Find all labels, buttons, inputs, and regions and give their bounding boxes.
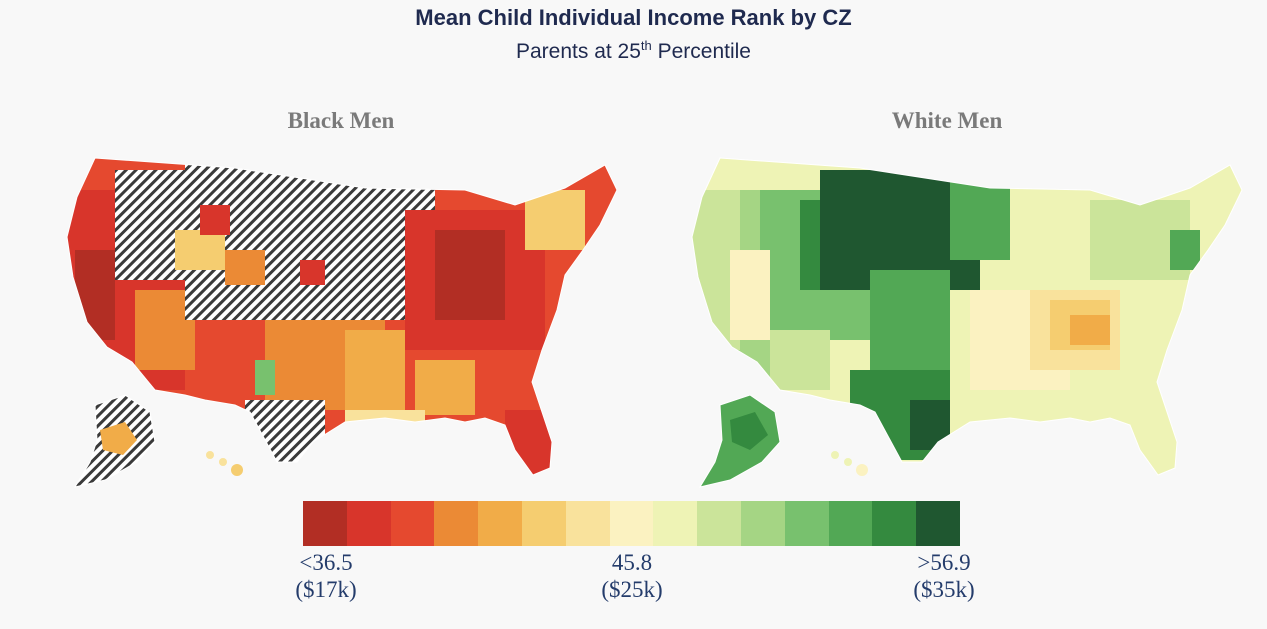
legend-swatch-8	[653, 501, 698, 546]
white-men-hawaii	[831, 451, 868, 476]
legend-swatch-11	[784, 501, 829, 546]
legend-swatch-7	[609, 501, 654, 546]
legend-swatch-6	[565, 501, 610, 546]
map-white-men	[691, 157, 1243, 488]
legend-swatch-5	[521, 501, 566, 546]
legend-mid-value: 45.8	[611, 550, 653, 575]
chart-title: Mean Child Individual Income Rank by CZ	[415, 5, 852, 30]
legend-mid-dollars: ($25k)	[601, 577, 663, 602]
chart-subtitle: Parents at 25th Percentile	[0, 33, 1267, 65]
legend-swatch-4	[478, 501, 522, 546]
legend-swatch-0	[303, 501, 347, 546]
black-men-cz-regions	[67, 158, 617, 475]
legend-swatch-10	[740, 501, 785, 546]
subtitle-superscript: th	[640, 38, 652, 53]
subtitle-rest: Percentile	[651, 40, 751, 63]
panel-title-white-men: White Men	[891, 108, 1003, 133]
legend-high-value: >56.9	[917, 550, 971, 575]
white-men-alaska-region	[730, 412, 768, 450]
black-men-alaska-region	[100, 422, 137, 455]
legend-swatch-3	[434, 501, 479, 546]
legend-low-value: <36.5	[299, 550, 353, 575]
legend-swatch-12	[828, 501, 873, 546]
legend-label-mid: 45.8 ($25k)	[562, 549, 702, 603]
legend-label-high: >56.9 ($35k)	[874, 549, 1014, 603]
legend-swatch-14	[916, 501, 960, 546]
subtitle-main: Parents at 25	[516, 40, 641, 63]
legend-label-low: <36.5 ($17k)	[256, 549, 396, 603]
black-men-us-outline	[66, 157, 618, 476]
legend-high-dollars: ($35k)	[913, 577, 975, 602]
legend-swatch-13	[872, 501, 917, 546]
black-men-hawaii	[206, 451, 243, 476]
map-black-men	[66, 157, 618, 488]
panel-title-black-men: Black Men	[287, 108, 395, 133]
legend-swatch-1	[346, 501, 391, 546]
color-scale-legend	[303, 501, 960, 546]
white-men-us-outline	[691, 157, 1243, 476]
legend-swatch-2	[390, 501, 435, 546]
legend-swatch-9	[697, 501, 741, 546]
legend-low-dollars: ($17k)	[295, 577, 357, 602]
